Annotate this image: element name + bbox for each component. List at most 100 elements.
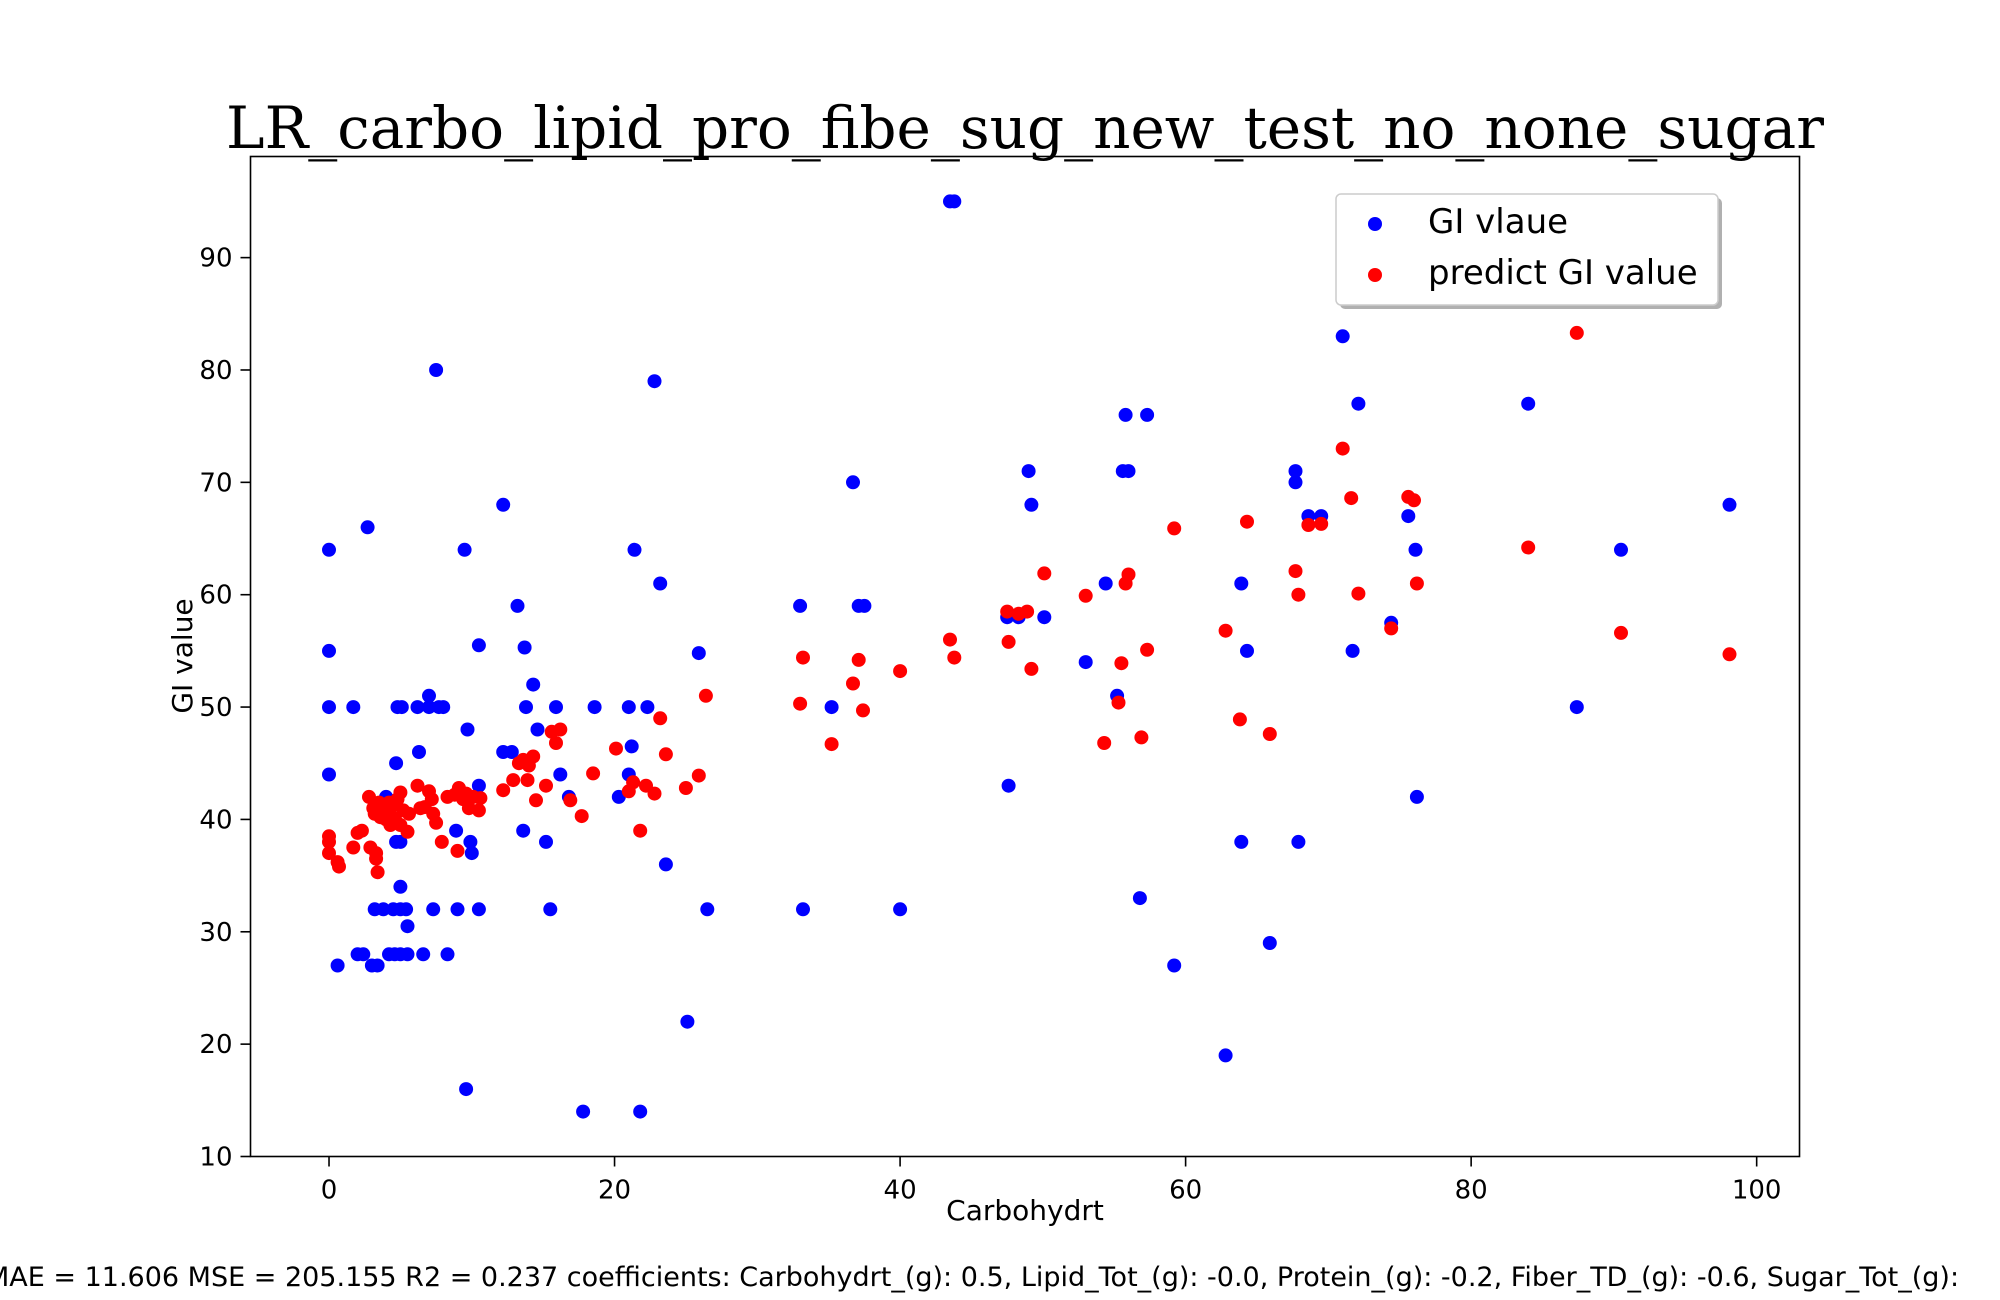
data-point: [1344, 491, 1359, 506]
data-point: [356, 947, 371, 962]
data-point: [1288, 475, 1303, 490]
data-point: [1132, 891, 1147, 906]
data-point: [520, 773, 535, 788]
y-axis-label: GI value: [166, 598, 199, 713]
x-axis: 0 20 40 60 80 100: [321, 1156, 1782, 1206]
data-point: [943, 632, 957, 647]
data-point: [539, 778, 553, 793]
data-point: [1521, 396, 1536, 411]
data-point: [450, 843, 465, 858]
data-point: [647, 374, 662, 389]
legend: GI vlaue predict GI value: [1335, 193, 1722, 309]
data-point: [1024, 497, 1039, 512]
data-point: [627, 542, 642, 557]
data-point: [1409, 576, 1424, 591]
y-tick-label: 30: [199, 918, 232, 948]
data-point: [576, 1104, 591, 1119]
data-point: [1262, 727, 1277, 741]
data-point: [322, 767, 336, 782]
data-point: [1001, 634, 1016, 649]
data-point: [471, 638, 486, 653]
data-point: [410, 778, 425, 793]
data-point: [793, 598, 808, 613]
data-point: [698, 688, 713, 703]
data-point: [526, 677, 541, 692]
data-point: [1722, 647, 1737, 662]
data-point: [389, 756, 404, 771]
data-point: [426, 902, 441, 917]
data-point: [1020, 604, 1035, 619]
data-point: [370, 865, 385, 880]
data-point: [851, 652, 866, 667]
data-point: [553, 722, 568, 737]
data-point: [1140, 407, 1155, 422]
legend-label-predict-gi-value: predict GI value: [1428, 253, 1698, 293]
data-point: [1262, 936, 1277, 950]
data-point: [1218, 1048, 1233, 1063]
data-point: [1240, 643, 1254, 658]
data-point: [1409, 789, 1424, 804]
data-point: [1335, 441, 1350, 456]
x-tick-label: 100: [1732, 1176, 1782, 1206]
data-point: [400, 947, 415, 962]
x-axis-label: Carbohydrt: [946, 1194, 1104, 1227]
y-tick-label: 70: [199, 468, 232, 498]
data-point: [1401, 509, 1416, 524]
data-point: [1301, 518, 1316, 532]
data-point: [893, 902, 908, 917]
data-point: [322, 700, 336, 715]
data-point: [519, 700, 533, 715]
data-point: [496, 783, 511, 798]
data-point: [360, 520, 375, 535]
data-point: [1114, 656, 1129, 671]
data-point: [471, 778, 486, 793]
data-point: [434, 834, 449, 849]
data-point: [402, 806, 416, 821]
data-point: [1078, 655, 1093, 670]
data-point: [1240, 514, 1254, 529]
data-point: [846, 475, 860, 490]
series-predict-gi-value: [322, 325, 1737, 880]
data-point: [633, 823, 648, 838]
data-point: [1521, 540, 1536, 555]
data-point: [1614, 542, 1628, 557]
data-point: [624, 739, 639, 754]
data-point: [457, 542, 472, 557]
x-tick-label: 40: [884, 1176, 917, 1206]
data-point: [504, 745, 519, 759]
data-point: [691, 646, 706, 661]
legend-marker-predict-gi-value: [1368, 268, 1382, 282]
data-point: [422, 700, 436, 715]
data-point: [1351, 586, 1366, 601]
chart-title: LR_carbo_lipid_pro_fibe_sug_new_test_no_…: [226, 94, 1824, 162]
data-point: [1291, 834, 1306, 849]
data-point: [539, 834, 553, 849]
data-point: [1234, 834, 1249, 849]
data-point: [422, 688, 436, 703]
x-tick-label: 0: [321, 1176, 338, 1206]
data-point: [529, 793, 543, 808]
data-point: [1569, 325, 1584, 340]
y-tick-label: 90: [199, 244, 232, 274]
data-point: [1291, 587, 1306, 602]
data-point: [1614, 625, 1628, 640]
data-point: [530, 722, 545, 737]
data-point: [856, 703, 870, 718]
data-point: [471, 902, 486, 917]
data-point: [1314, 516, 1329, 531]
data-point: [346, 840, 361, 855]
data-point: [429, 815, 444, 830]
data-point: [1121, 567, 1136, 582]
data-point: [553, 767, 568, 782]
data-point: [700, 902, 715, 917]
data-point: [1218, 623, 1233, 638]
data-point: [450, 902, 465, 917]
y-tick-label: 60: [199, 581, 232, 611]
data-point: [440, 947, 455, 962]
data-point: [824, 700, 839, 715]
data-point: [658, 857, 673, 872]
data-point: [1098, 576, 1113, 591]
data-point: [653, 576, 668, 591]
data-point: [400, 919, 415, 934]
